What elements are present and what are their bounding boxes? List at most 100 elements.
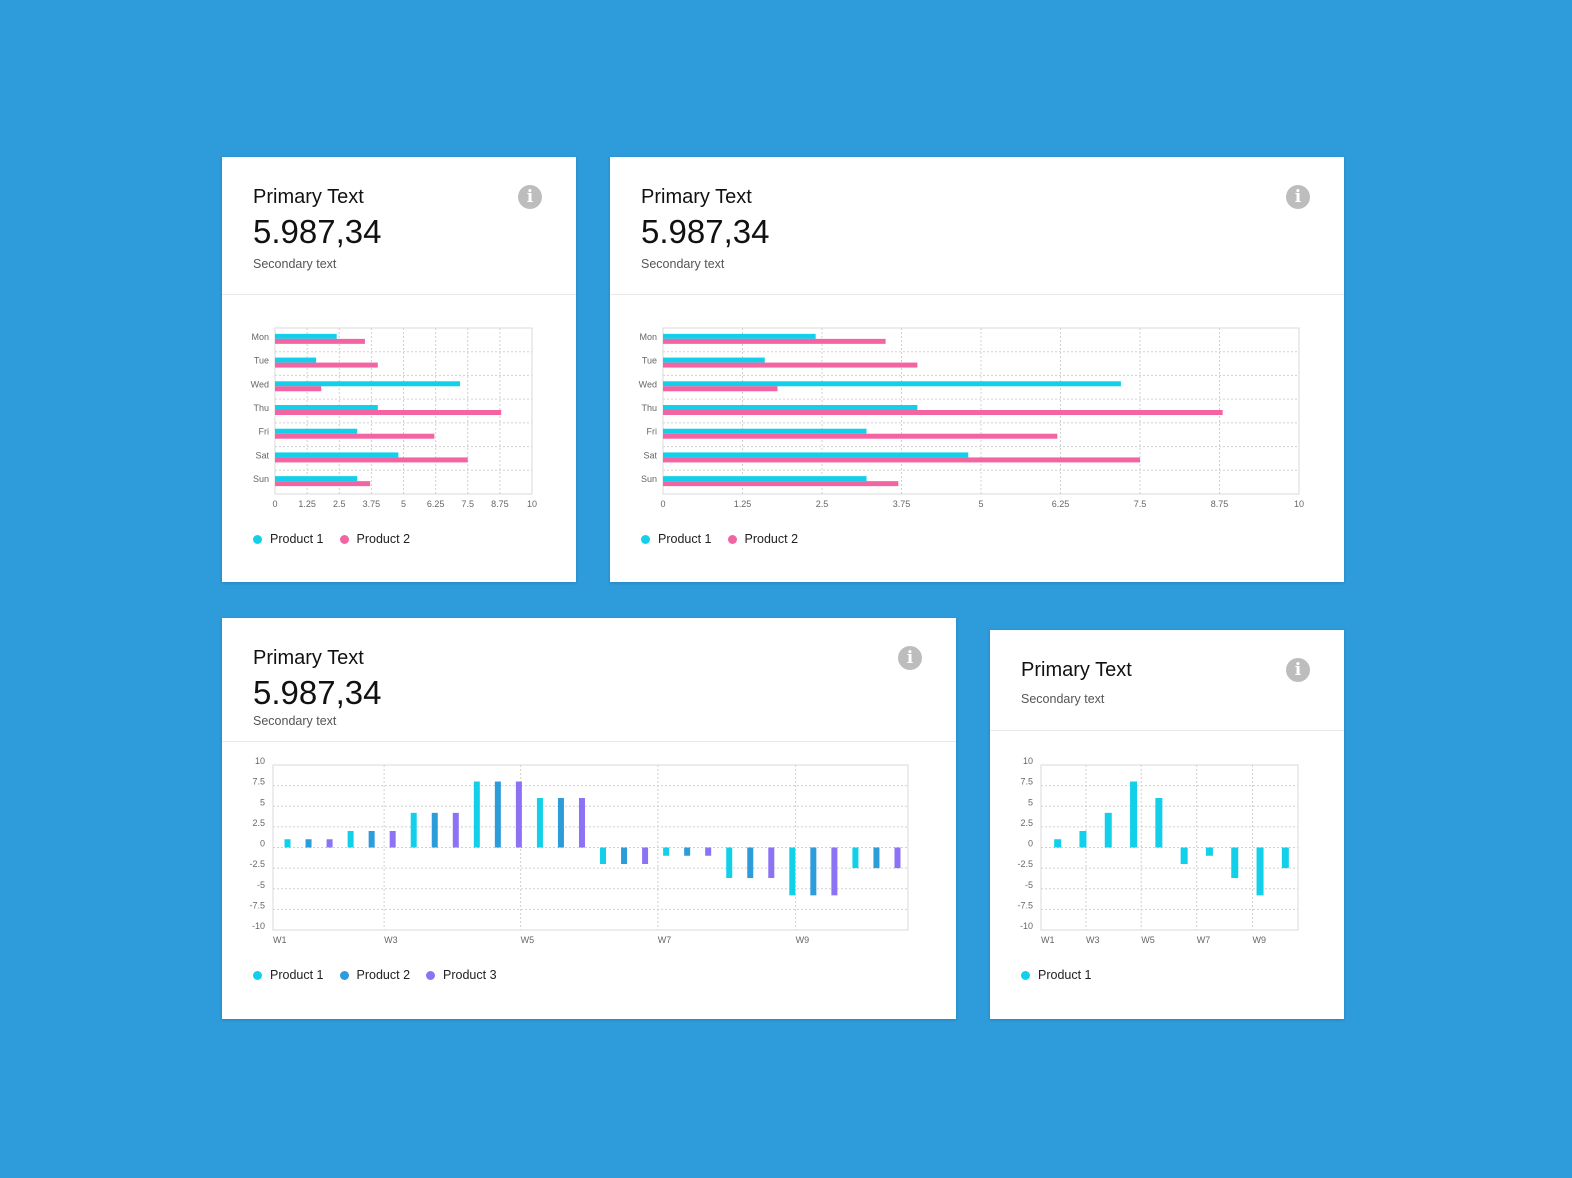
x-tick-label: W1: [273, 935, 287, 945]
bar: [1130, 781, 1138, 848]
y-tick-label: Thu: [641, 403, 657, 413]
legend-label: Product 1: [1038, 968, 1092, 982]
y-tick-label: 10: [1023, 756, 1033, 766]
legend-dot: [641, 534, 650, 544]
legend-item[interactable]: Product 1: [641, 532, 712, 546]
bar: [663, 452, 969, 458]
bar: [368, 831, 375, 848]
y-tick-label: 5: [1028, 797, 1033, 807]
y-tick-label: 7.5: [252, 777, 265, 787]
bar: [663, 362, 918, 368]
x-tick-label: 3.75: [893, 499, 911, 509]
legend-item[interactable]: Product 2: [727, 532, 798, 546]
x-tick-label: W1: [1041, 935, 1055, 945]
x-tick-label: 5: [978, 499, 983, 509]
column-chart: 10 7.5 5 2.5 0 -2.5 -5 -7.5 -10 W1 W3 W5 W7 W9: [249, 756, 909, 945]
legend-dot: [426, 970, 436, 980]
y-tick-label: 5: [260, 797, 265, 807]
primary-text: Primary Text: [253, 186, 364, 208]
value: 5.987,34: [641, 213, 770, 250]
x-tick-label: 8.75: [491, 499, 509, 509]
info-icon[interactable]: i: [898, 646, 922, 670]
card-header: Primary Text 5.987,34 Secondary text i: [222, 618, 956, 742]
bar: [663, 381, 1121, 387]
legend-item[interactable]: Product 1: [253, 968, 324, 982]
legend-dot: [339, 970, 349, 980]
legend-label: Product 3: [443, 968, 497, 982]
legend-label: Product 2: [356, 532, 411, 546]
bar: [831, 847, 838, 896]
x-tick-label: 7.5: [1134, 499, 1147, 509]
bar: [275, 481, 371, 487]
bar: [275, 357, 317, 363]
y-tick-label: -7.5: [249, 900, 265, 910]
bar: [275, 333, 337, 339]
legend-item[interactable]: Product 2: [339, 532, 411, 546]
legend-item[interactable]: Product 1: [253, 532, 324, 546]
legend-label: Product 1: [658, 532, 712, 546]
bar: [275, 381, 461, 387]
x-tick-label: 6.25: [1052, 499, 1070, 509]
card-header: Primary Text 5.987,34 Secondary text i: [610, 157, 1344, 295]
x-tick-label: 1.25: [298, 499, 316, 509]
info-icon[interactable]: i: [518, 185, 542, 209]
bar: [663, 357, 765, 363]
y-tick-label: -10: [252, 921, 265, 931]
bar: [663, 405, 918, 410]
x-tick-label: W3: [1086, 935, 1100, 945]
bar: [663, 338, 886, 344]
x-tick-label: W5: [521, 935, 535, 945]
secondary-text: Secondary text: [253, 257, 337, 271]
bar: [1079, 831, 1087, 848]
y-tick-label: 2.5: [1020, 818, 1033, 828]
legend-item[interactable]: Product 1: [1021, 968, 1092, 982]
bar: [275, 457, 468, 463]
bar: [705, 847, 712, 856]
y-tick-label: Wed: [639, 379, 657, 389]
y-tick-label: 7.5: [1020, 777, 1033, 787]
bar: [663, 410, 1223, 415]
y-tick-label: -7.5: [1017, 900, 1033, 910]
bar: [275, 452, 399, 458]
x-tick-label: 10: [527, 499, 537, 509]
legend: Product 1: [1021, 968, 1092, 982]
info-icon[interactable]: i: [1286, 658, 1310, 682]
legend-dot: [1021, 970, 1030, 980]
bar: [600, 847, 607, 864]
legend-dot: [727, 534, 737, 544]
bar: [663, 428, 867, 434]
bar: [1281, 847, 1289, 869]
bar: [275, 433, 435, 439]
y-tick-label: 0: [260, 839, 265, 849]
plot-border: [272, 764, 909, 931]
bar: [275, 362, 378, 368]
plot-border: [1040, 764, 1299, 931]
legend-item[interactable]: Product 3: [426, 968, 497, 982]
bar: [473, 781, 480, 848]
legend-item[interactable]: Product 2: [339, 968, 410, 982]
card-4: Primary Text Secondary text i 10 7.5 5 2.5 0…: [990, 630, 1344, 1019]
bar: [768, 847, 775, 879]
card-header: Primary Text Secondary text i: [990, 630, 1344, 731]
value: 5.987,34: [253, 674, 382, 711]
primary-text: Primary Text: [1021, 659, 1132, 681]
bar: [284, 839, 291, 848]
x-tick-label: 10: [1294, 499, 1304, 509]
bar: [684, 847, 691, 856]
bar: [852, 847, 859, 869]
card-2: Primary Text 5.987,34 Secondary text i 0…: [610, 157, 1344, 582]
x-tick-label: 1.25: [734, 499, 752, 509]
y-tick-label: Mon: [639, 332, 657, 342]
info-icon[interactable]: i: [1286, 185, 1310, 209]
y-tick-label: Mon: [251, 332, 269, 342]
x-tick-label: 8.75: [1211, 499, 1229, 509]
bar: [275, 476, 358, 482]
y-tick-label: -2.5: [249, 859, 265, 869]
y-tick-label: Wed: [251, 379, 269, 389]
primary-text: Primary Text: [253, 647, 364, 669]
y-tick-label: Thu: [253, 403, 269, 413]
card-1: Primary Text 5.987,34 Secondary text i 0…: [222, 157, 576, 582]
bar: [1256, 847, 1264, 896]
bar: [557, 798, 564, 848]
bar: [431, 812, 438, 848]
